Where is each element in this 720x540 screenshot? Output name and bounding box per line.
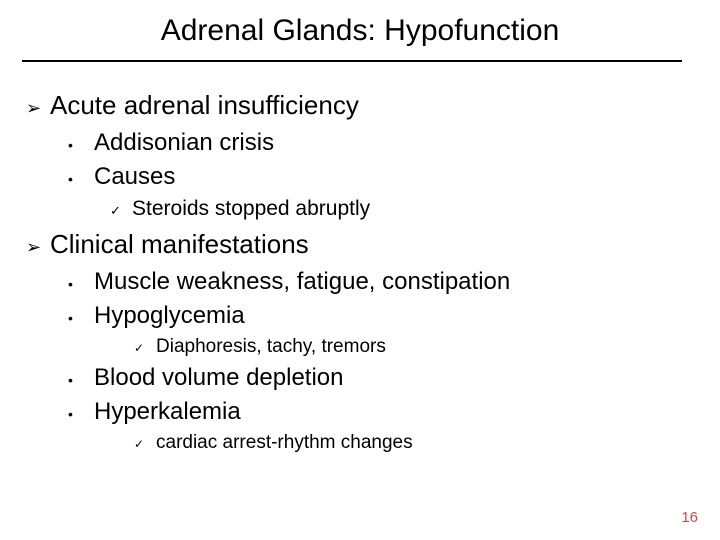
dot-bullet-icon: •: [68, 276, 94, 292]
triangle-bullet-icon: ➢: [26, 237, 50, 258]
dot-bullet-icon: •: [68, 406, 94, 422]
list-item: • Hypoglycemia: [26, 302, 720, 330]
check-bullet-icon: ✓: [110, 203, 132, 219]
dot-bullet-icon: •: [68, 372, 94, 388]
subitem-text: Diaphoresis, tachy, tremors: [156, 336, 386, 358]
item-text: Addisonian crisis: [94, 129, 274, 157]
subitem-text: cardiac arrest-rhythm changes: [156, 432, 413, 454]
list-item: • Muscle weakness, fatigue, constipation: [26, 268, 720, 296]
subitem-text: Steroids stopped abruptly: [132, 197, 370, 221]
slide: Adrenal Glands: Hypofunction ➢ Acute adr…: [0, 0, 720, 540]
page-number: 16: [681, 509, 698, 526]
slide-content: ➢ Acute adrenal insufficiency • Addisoni…: [0, 62, 720, 454]
item-text: Hyperkalemia: [94, 398, 241, 426]
check-bullet-icon: ✓: [134, 437, 156, 451]
dot-bullet-icon: •: [68, 310, 94, 326]
section-heading: ➢ Clinical manifestations: [26, 229, 720, 260]
item-text: Blood volume depletion: [94, 364, 344, 392]
check-bullet-icon: ✓: [134, 341, 156, 355]
heading-text: Clinical manifestations: [50, 229, 309, 260]
list-item: • Hyperkalemia: [26, 398, 720, 426]
item-text: Hypoglycemia: [94, 302, 245, 330]
triangle-bullet-icon: ➢: [26, 98, 50, 119]
item-text: Causes: [94, 163, 175, 191]
dot-bullet-icon: •: [68, 137, 94, 153]
heading-text: Acute adrenal insufficiency: [50, 90, 359, 121]
slide-title: Adrenal Glands: Hypofunction: [0, 0, 720, 58]
sub-list-item: ✓ Diaphoresis, tachy, tremors: [26, 336, 720, 358]
dot-bullet-icon: •: [68, 171, 94, 187]
section-heading: ➢ Acute adrenal insufficiency: [26, 90, 720, 121]
list-item: • Causes: [26, 163, 720, 191]
list-item: • Addisonian crisis: [26, 129, 720, 157]
list-item: • Blood volume depletion: [26, 364, 720, 392]
sub-list-item: ✓ cardiac arrest-rhythm changes: [26, 432, 720, 454]
sub-list-item: ✓ Steroids stopped abruptly: [26, 197, 720, 221]
item-text: Muscle weakness, fatigue, constipation: [94, 268, 510, 296]
